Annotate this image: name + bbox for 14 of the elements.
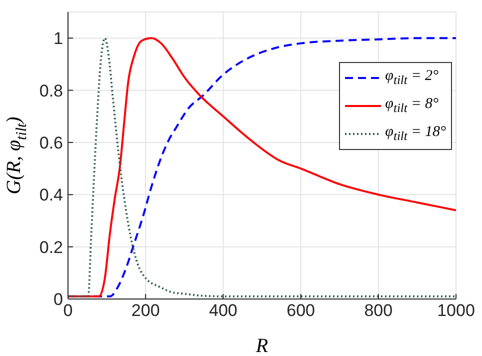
y-tick-label: 1 <box>54 29 63 48</box>
y-tick-label: 0.2 <box>39 238 63 257</box>
x-tick-label: 400 <box>209 301 238 320</box>
legend-label: φ$_{tilt}$ = 8° <box>385 95 438 117</box>
legend-label: φ$_{tilt}$ = 18° <box>385 123 446 145</box>
y-tick-label: 0.4 <box>39 186 63 205</box>
x-tick-label: 600 <box>286 301 315 320</box>
x-tick-label: 200 <box>131 301 160 320</box>
x-tick-label: 800 <box>364 301 393 320</box>
x-tick-label: 1000 <box>437 301 475 320</box>
y-tick-label: 0.8 <box>39 81 63 100</box>
legend-label: φ$_{tilt}$ = 2° <box>385 67 438 89</box>
y-tick-label: 0.6 <box>39 133 63 152</box>
x-axis-title: R <box>254 335 268 356</box>
